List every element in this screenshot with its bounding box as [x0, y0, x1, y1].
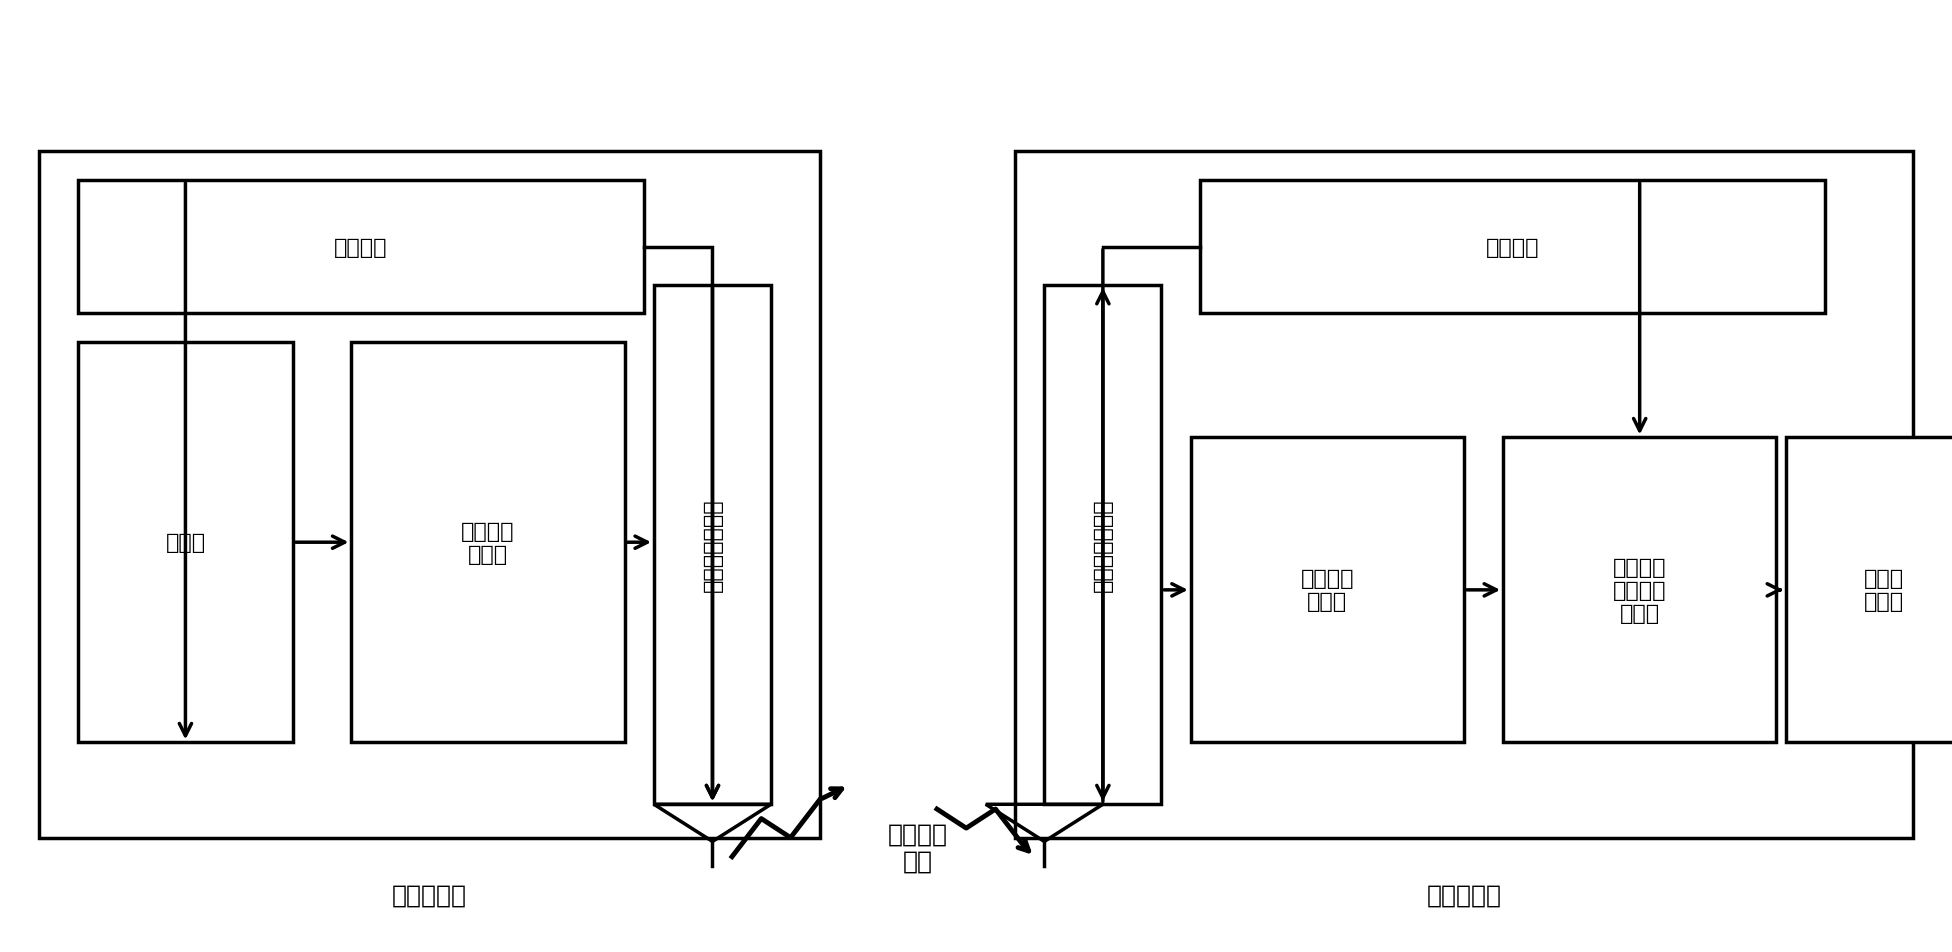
Text: 高速数据
采集与存
储单元: 高速数据 采集与存 储单元	[1612, 557, 1667, 624]
FancyBboxPatch shape	[351, 343, 625, 743]
FancyBboxPatch shape	[1191, 438, 1464, 743]
Text: 计算机: 计算机	[166, 533, 205, 552]
Text: 同步设备: 同步设备	[334, 238, 388, 257]
Text: 接收机系统: 接收机系统	[1427, 883, 1501, 907]
FancyBboxPatch shape	[1044, 286, 1161, 804]
Text: 波束扫描
天线: 波束扫描 天线	[888, 822, 947, 873]
Text: 同步设备: 同步设备	[1485, 238, 1540, 257]
FancyBboxPatch shape	[1786, 438, 1952, 743]
FancyBboxPatch shape	[654, 286, 771, 804]
Text: 发射机系统: 发射机系统	[392, 883, 467, 907]
FancyBboxPatch shape	[78, 343, 293, 743]
Text: 矢量信号
发生器: 矢量信号 发生器	[461, 521, 515, 565]
FancyBboxPatch shape	[39, 152, 820, 838]
FancyBboxPatch shape	[78, 181, 644, 314]
FancyBboxPatch shape	[1503, 438, 1776, 743]
FancyBboxPatch shape	[1200, 181, 1825, 314]
Text: 计算机
后处理: 计算机 后处理	[1864, 568, 1903, 612]
Text: 天线阵列控制器: 天线阵列控制器	[1093, 498, 1113, 592]
Text: 射频接收
机前端: 射频接收 机前端	[1300, 568, 1355, 612]
Text: 天线阵列控制器: 天线阵列控制器	[703, 498, 722, 592]
FancyBboxPatch shape	[1015, 152, 1913, 838]
